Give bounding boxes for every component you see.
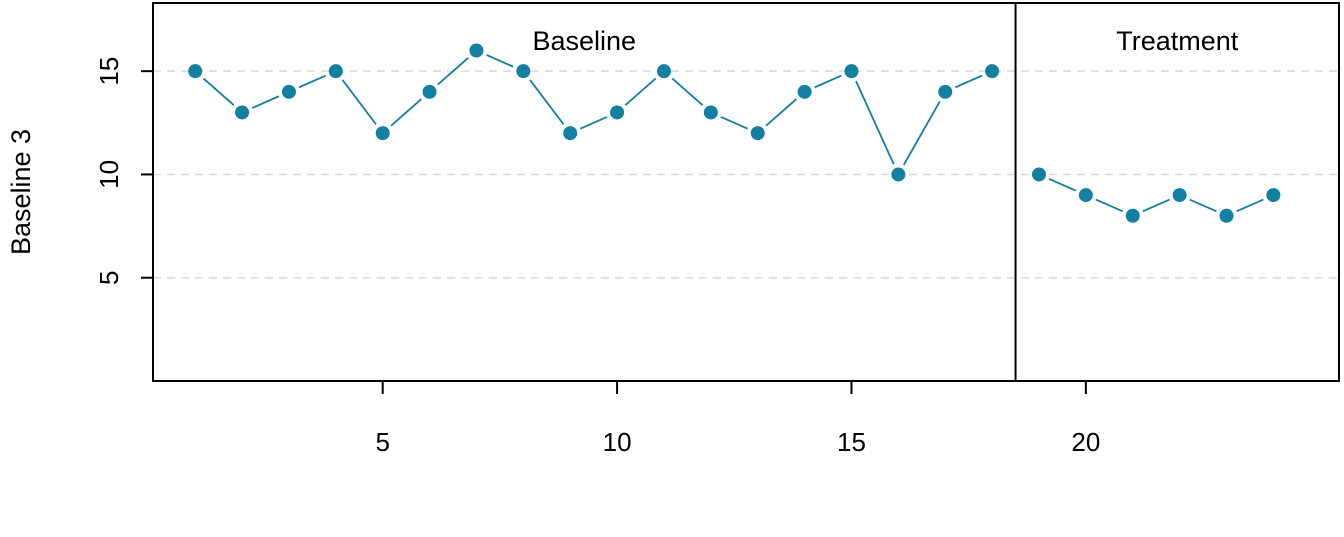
treatment-segment-20: [1095, 198, 1124, 213]
series-lines: [202, 54, 1264, 213]
y-tick-label-5: 5: [94, 270, 124, 284]
baseline-point-16: [891, 167, 906, 182]
baseline-segment-16: [902, 100, 941, 166]
x-tick-label-15: 15: [837, 427, 866, 457]
baseline-point-5: [375, 126, 390, 141]
baseline-point-4: [328, 64, 343, 79]
baseline-segment-8: [529, 79, 565, 125]
baseline-point-6: [422, 84, 437, 99]
baseline-point-7: [469, 43, 484, 58]
phase-label-treatment: Treatment: [1116, 26, 1239, 56]
y-tick-label-10: 10: [94, 160, 124, 189]
baseline-point-15: [844, 64, 859, 79]
treatment-point-23: [1219, 208, 1234, 223]
baseline-segment-6: [437, 57, 469, 86]
data-points: [188, 43, 1281, 223]
baseline-point-9: [563, 126, 578, 141]
baseline-segment-13: [765, 98, 797, 127]
treatment-segment-19: [1048, 178, 1077, 192]
treatment-point-24: [1266, 188, 1281, 203]
baseline-segment-1: [202, 77, 235, 106]
baseline-point-10: [610, 105, 625, 120]
baseline-point-18: [985, 64, 1000, 79]
baseline-segment-12: [720, 116, 749, 130]
baseline-point-11: [656, 64, 671, 79]
treatment-segment-22: [1189, 198, 1217, 213]
baseline-segment-17: [954, 74, 983, 89]
baseline-point-1: [188, 64, 203, 79]
baseline-segment-11: [671, 77, 704, 106]
baseline-point-17: [938, 84, 953, 99]
y-tick-label-15: 15: [94, 57, 124, 86]
baseline-point-13: [750, 126, 765, 141]
treatment-point-22: [1172, 188, 1187, 203]
baseline-segment-2: [251, 95, 280, 109]
x-axis: 5 10 15 20: [375, 381, 1100, 457]
baseline-segment-9: [579, 116, 608, 130]
baseline-segment-10: [624, 77, 657, 106]
baseline-segment-7: [486, 54, 514, 68]
baseline-point-3: [281, 84, 296, 99]
baseline-point-14: [797, 84, 812, 99]
x-tick-label-20: 20: [1071, 427, 1100, 457]
baseline-segment-4: [341, 79, 377, 125]
baseline-point-12: [703, 105, 718, 120]
treatment-segment-21: [1142, 198, 1170, 213]
baseline-segment-3: [298, 74, 327, 89]
treatment-point-19: [1031, 167, 1046, 182]
treatment-point-21: [1125, 208, 1140, 223]
x-tick-label-5: 5: [375, 427, 389, 457]
baseline-segment-14: [814, 74, 842, 89]
y-axis: 5 10 15: [94, 57, 153, 285]
baseline-point-2: [235, 105, 250, 120]
plot-frame: [152, 2, 1340, 382]
treatment-point-20: [1078, 188, 1093, 203]
phase-label-baseline: Baseline: [532, 26, 636, 56]
baseline-point-8: [516, 64, 531, 79]
y-axis-label: Baseline 3: [6, 129, 36, 255]
baseline-segment-5: [390, 98, 422, 127]
phase-labels: Baseline Treatment: [532, 26, 1238, 56]
gridlines: [153, 70, 1339, 279]
treatment-segment-23: [1236, 198, 1264, 213]
baseline-segment-15: [855, 80, 895, 165]
x-tick-label-10: 10: [603, 427, 632, 457]
